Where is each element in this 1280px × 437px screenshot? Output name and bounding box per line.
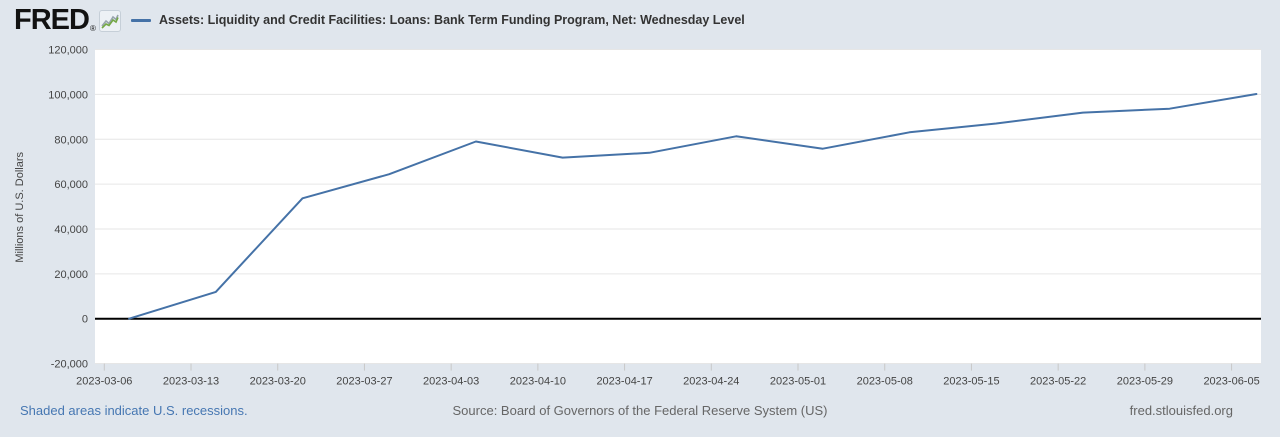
- plot-area[interactable]: [95, 49, 1261, 364]
- x-tick-label: 2023-06-05: [1203, 376, 1259, 388]
- x-tick-label: 2023-05-08: [857, 376, 913, 388]
- y-axis-title-wrap: Millions of U.S. Dollars: [8, 50, 32, 364]
- series-line[interactable]: [128, 93, 1258, 320]
- source-text[interactable]: Source: Board of Governors of the Federa…: [452, 403, 828, 418]
- x-tick-label: 2023-03-20: [250, 376, 306, 388]
- x-tick-label: 2023-05-01: [770, 376, 826, 388]
- legend-line-icon: [131, 18, 151, 22]
- fred-logo-text: FRED: [14, 4, 90, 36]
- recession-note-link[interactable]: Shaded areas indicate U.S. recessions.: [20, 403, 248, 418]
- y-axis-title: Millions of U.S. Dollars: [14, 151, 26, 263]
- x-tick-label: 2023-04-24: [683, 376, 739, 388]
- fred-logo[interactable]: FRED ®: [14, 6, 121, 35]
- y-tick-label: 120,000: [48, 45, 88, 57]
- x-tick-label: 2023-03-27: [336, 376, 392, 388]
- x-tick-label: 2023-04-17: [596, 376, 652, 388]
- fred-logo-graph-icon: [98, 9, 121, 32]
- y-tick-label: 20,000: [54, 269, 88, 281]
- series-title: Assets: Liquidity and Credit Facilities:…: [159, 13, 745, 27]
- y-tick-label: 40,000: [54, 224, 88, 236]
- x-tick-label: 2023-05-22: [1030, 376, 1086, 388]
- series-legend[interactable]: Assets: Liquidity and Credit Facilities:…: [131, 0, 745, 40]
- y-tick-label: 100,000: [48, 89, 88, 101]
- y-tick-label: -20,000: [51, 359, 88, 371]
- chart-footer: Shaded areas indicate U.S. recessions. S…: [0, 402, 1280, 419]
- chart-header: FRED ® Assets: Liquidity and Credit Faci…: [0, 0, 1280, 42]
- y-tick-label: 60,000: [54, 179, 88, 191]
- x-tick-label: 2023-04-03: [423, 376, 479, 388]
- x-tick-label: 2023-03-13: [163, 376, 219, 388]
- registered-mark: ®: [89, 24, 96, 33]
- y-tick-label: 0: [82, 314, 88, 326]
- y-tick-label: 80,000: [54, 134, 88, 146]
- x-tick-label: 2023-05-15: [943, 376, 999, 388]
- x-tick-label: 2023-03-06: [76, 376, 132, 388]
- x-tick-label: 2023-04-10: [510, 376, 566, 388]
- x-tick-label: 2023-05-29: [1117, 376, 1173, 388]
- fred-site-link[interactable]: fred.stlouisfed.org: [1129, 403, 1233, 418]
